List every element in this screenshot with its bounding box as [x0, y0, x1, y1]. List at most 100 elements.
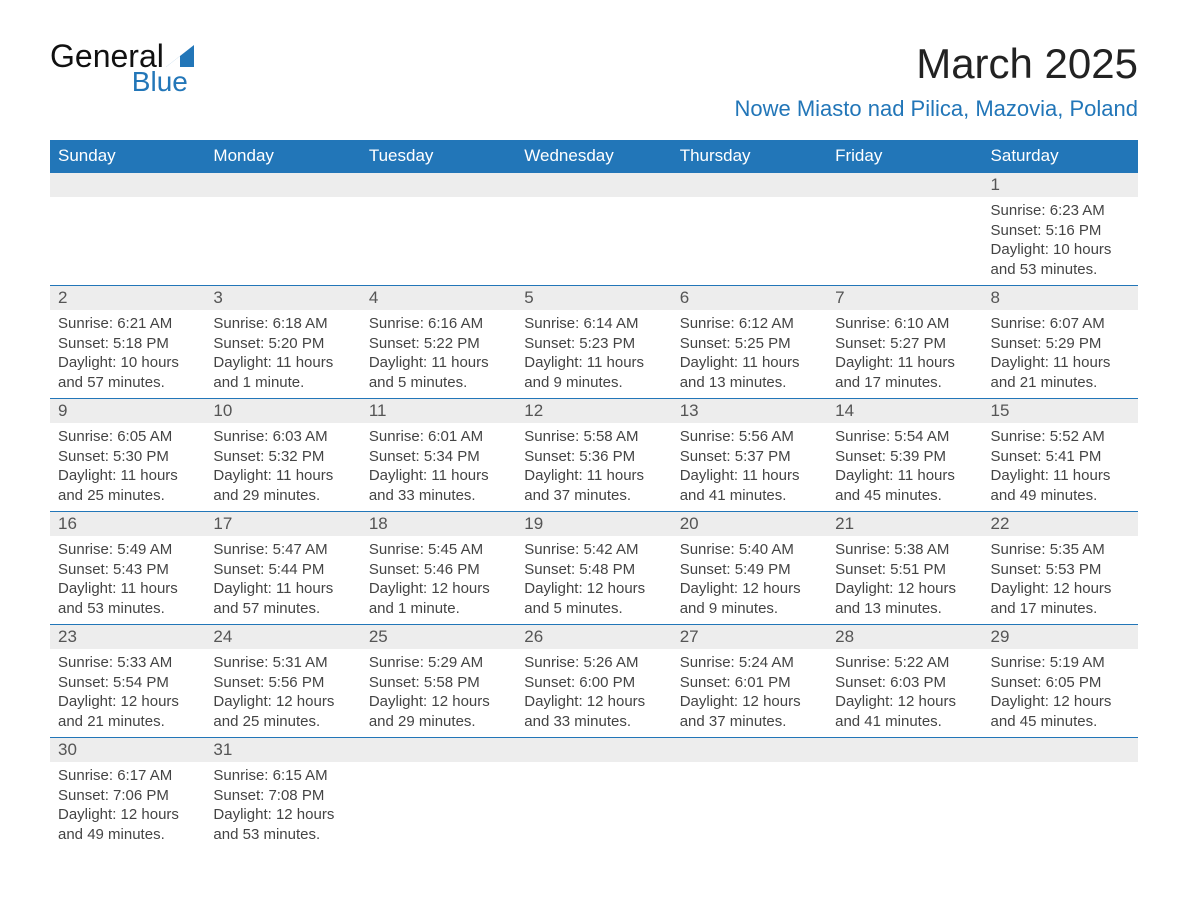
daylight-text: Daylight: 11 hours	[835, 353, 974, 373]
daylight-text: and 41 minutes.	[680, 486, 819, 506]
day-details-cell	[516, 197, 671, 286]
logo-text-blue: Blue	[50, 68, 194, 96]
daylight-text: and 17 minutes.	[991, 599, 1130, 619]
day-number: 18	[369, 514, 388, 533]
day-number-cell: 16	[50, 512, 205, 537]
day-number-cell: 25	[361, 625, 516, 650]
daylight-text: and 41 minutes.	[835, 712, 974, 732]
sunrise-text: Sunrise: 5:38 AM	[835, 540, 974, 560]
daylight-text: Daylight: 11 hours	[369, 466, 508, 486]
day-number-row: 16171819202122	[50, 512, 1138, 537]
day-number: 29	[991, 627, 1010, 646]
daylight-text: Daylight: 11 hours	[991, 353, 1130, 373]
day-details-cell	[983, 762, 1138, 850]
day-details-cell: Sunrise: 5:22 AMSunset: 6:03 PMDaylight:…	[827, 649, 982, 738]
sunrise-text: Sunrise: 6:05 AM	[58, 427, 197, 447]
daylight-text: and 9 minutes.	[680, 599, 819, 619]
sunrise-text: Sunrise: 6:03 AM	[213, 427, 352, 447]
day-number: 20	[680, 514, 699, 533]
day-number-cell: 22	[983, 512, 1138, 537]
sunrise-text: Sunrise: 6:18 AM	[213, 314, 352, 334]
weekday-header: Friday	[827, 140, 982, 173]
sunrise-text: Sunrise: 5:58 AM	[524, 427, 663, 447]
day-details-cell: Sunrise: 6:15 AMSunset: 7:08 PMDaylight:…	[205, 762, 360, 850]
day-details-cell	[672, 197, 827, 286]
daylight-text: and 57 minutes.	[58, 373, 197, 393]
day-number-cell: 31	[205, 738, 360, 763]
header: General Blue March 2025 Nowe Miasto nad …	[50, 40, 1138, 122]
day-details-cell: Sunrise: 6:14 AMSunset: 5:23 PMDaylight:…	[516, 310, 671, 399]
day-number-row: 1	[50, 173, 1138, 198]
day-details-cell: Sunrise: 5:47 AMSunset: 5:44 PMDaylight:…	[205, 536, 360, 625]
day-number: 12	[524, 401, 543, 420]
sunset-text: Sunset: 5:49 PM	[680, 560, 819, 580]
day-details-cell	[50, 197, 205, 286]
day-number: 8	[991, 288, 1000, 307]
sunset-text: Sunset: 5:22 PM	[369, 334, 508, 354]
daylight-text: Daylight: 10 hours	[58, 353, 197, 373]
calendar-table: Sunday Monday Tuesday Wednesday Thursday…	[50, 140, 1138, 850]
sunset-text: Sunset: 5:48 PM	[524, 560, 663, 580]
day-details-cell: Sunrise: 5:33 AMSunset: 5:54 PMDaylight:…	[50, 649, 205, 738]
day-number-cell: 3	[205, 286, 360, 311]
daylight-text: and 57 minutes.	[213, 599, 352, 619]
day-details-cell: Sunrise: 6:17 AMSunset: 7:06 PMDaylight:…	[50, 762, 205, 850]
sunrise-text: Sunrise: 6:12 AM	[680, 314, 819, 334]
sunrise-text: Sunrise: 5:19 AM	[991, 653, 1130, 673]
day-number: 15	[991, 401, 1010, 420]
day-number-cell: 17	[205, 512, 360, 537]
daylight-text: Daylight: 12 hours	[58, 692, 197, 712]
day-details-cell: Sunrise: 6:18 AMSunset: 5:20 PMDaylight:…	[205, 310, 360, 399]
day-details-cell: Sunrise: 5:40 AMSunset: 5:49 PMDaylight:…	[672, 536, 827, 625]
day-number-cell: 28	[827, 625, 982, 650]
day-number-cell: 13	[672, 399, 827, 424]
day-number: 4	[369, 288, 378, 307]
sunrise-text: Sunrise: 5:45 AM	[369, 540, 508, 560]
day-number-cell	[672, 173, 827, 198]
sunrise-text: Sunrise: 6:21 AM	[58, 314, 197, 334]
weekday-header: Saturday	[983, 140, 1138, 173]
day-number-cell: 7	[827, 286, 982, 311]
daylight-text: and 25 minutes.	[58, 486, 197, 506]
day-number: 13	[680, 401, 699, 420]
daylight-text: Daylight: 11 hours	[369, 353, 508, 373]
sunrise-text: Sunrise: 5:24 AM	[680, 653, 819, 673]
day-details-row: Sunrise: 6:23 AMSunset: 5:16 PMDaylight:…	[50, 197, 1138, 286]
day-number-cell	[672, 738, 827, 763]
daylight-text: Daylight: 11 hours	[524, 466, 663, 486]
daylight-text: Daylight: 10 hours	[991, 240, 1130, 260]
day-number-cell: 27	[672, 625, 827, 650]
day-details-cell	[827, 762, 982, 850]
day-details-cell	[516, 762, 671, 850]
day-details-cell: Sunrise: 5:35 AMSunset: 5:53 PMDaylight:…	[983, 536, 1138, 625]
daylight-text: and 45 minutes.	[991, 712, 1130, 732]
sunrise-text: Sunrise: 5:29 AM	[369, 653, 508, 673]
day-number: 16	[58, 514, 77, 533]
sunrise-text: Sunrise: 6:17 AM	[58, 766, 197, 786]
day-details-cell	[361, 197, 516, 286]
sunset-text: Sunset: 5:29 PM	[991, 334, 1130, 354]
sunset-text: Sunset: 7:06 PM	[58, 786, 197, 806]
day-number: 27	[680, 627, 699, 646]
daylight-text: Daylight: 11 hours	[991, 466, 1130, 486]
day-details-cell: Sunrise: 6:07 AMSunset: 5:29 PMDaylight:…	[983, 310, 1138, 399]
day-number-row: 23242526272829	[50, 625, 1138, 650]
day-number: 28	[835, 627, 854, 646]
daylight-text: Daylight: 12 hours	[524, 579, 663, 599]
day-details-cell: Sunrise: 5:29 AMSunset: 5:58 PMDaylight:…	[361, 649, 516, 738]
sunset-text: Sunset: 5:18 PM	[58, 334, 197, 354]
day-number-cell: 9	[50, 399, 205, 424]
daylight-text: Daylight: 12 hours	[369, 692, 508, 712]
logo-triangle-icon	[166, 45, 194, 67]
day-details-cell: Sunrise: 6:03 AMSunset: 5:32 PMDaylight:…	[205, 423, 360, 512]
title-block: March 2025 Nowe Miasto nad Pilica, Mazov…	[734, 40, 1138, 122]
day-details-cell: Sunrise: 5:58 AMSunset: 5:36 PMDaylight:…	[516, 423, 671, 512]
daylight-text: Daylight: 11 hours	[58, 466, 197, 486]
sunset-text: Sunset: 5:56 PM	[213, 673, 352, 693]
weekday-header: Thursday	[672, 140, 827, 173]
sunrise-text: Sunrise: 6:16 AM	[369, 314, 508, 334]
weekday-header-row: Sunday Monday Tuesday Wednesday Thursday…	[50, 140, 1138, 173]
day-number: 9	[58, 401, 67, 420]
weekday-header: Sunday	[50, 140, 205, 173]
day-details-cell: Sunrise: 6:16 AMSunset: 5:22 PMDaylight:…	[361, 310, 516, 399]
